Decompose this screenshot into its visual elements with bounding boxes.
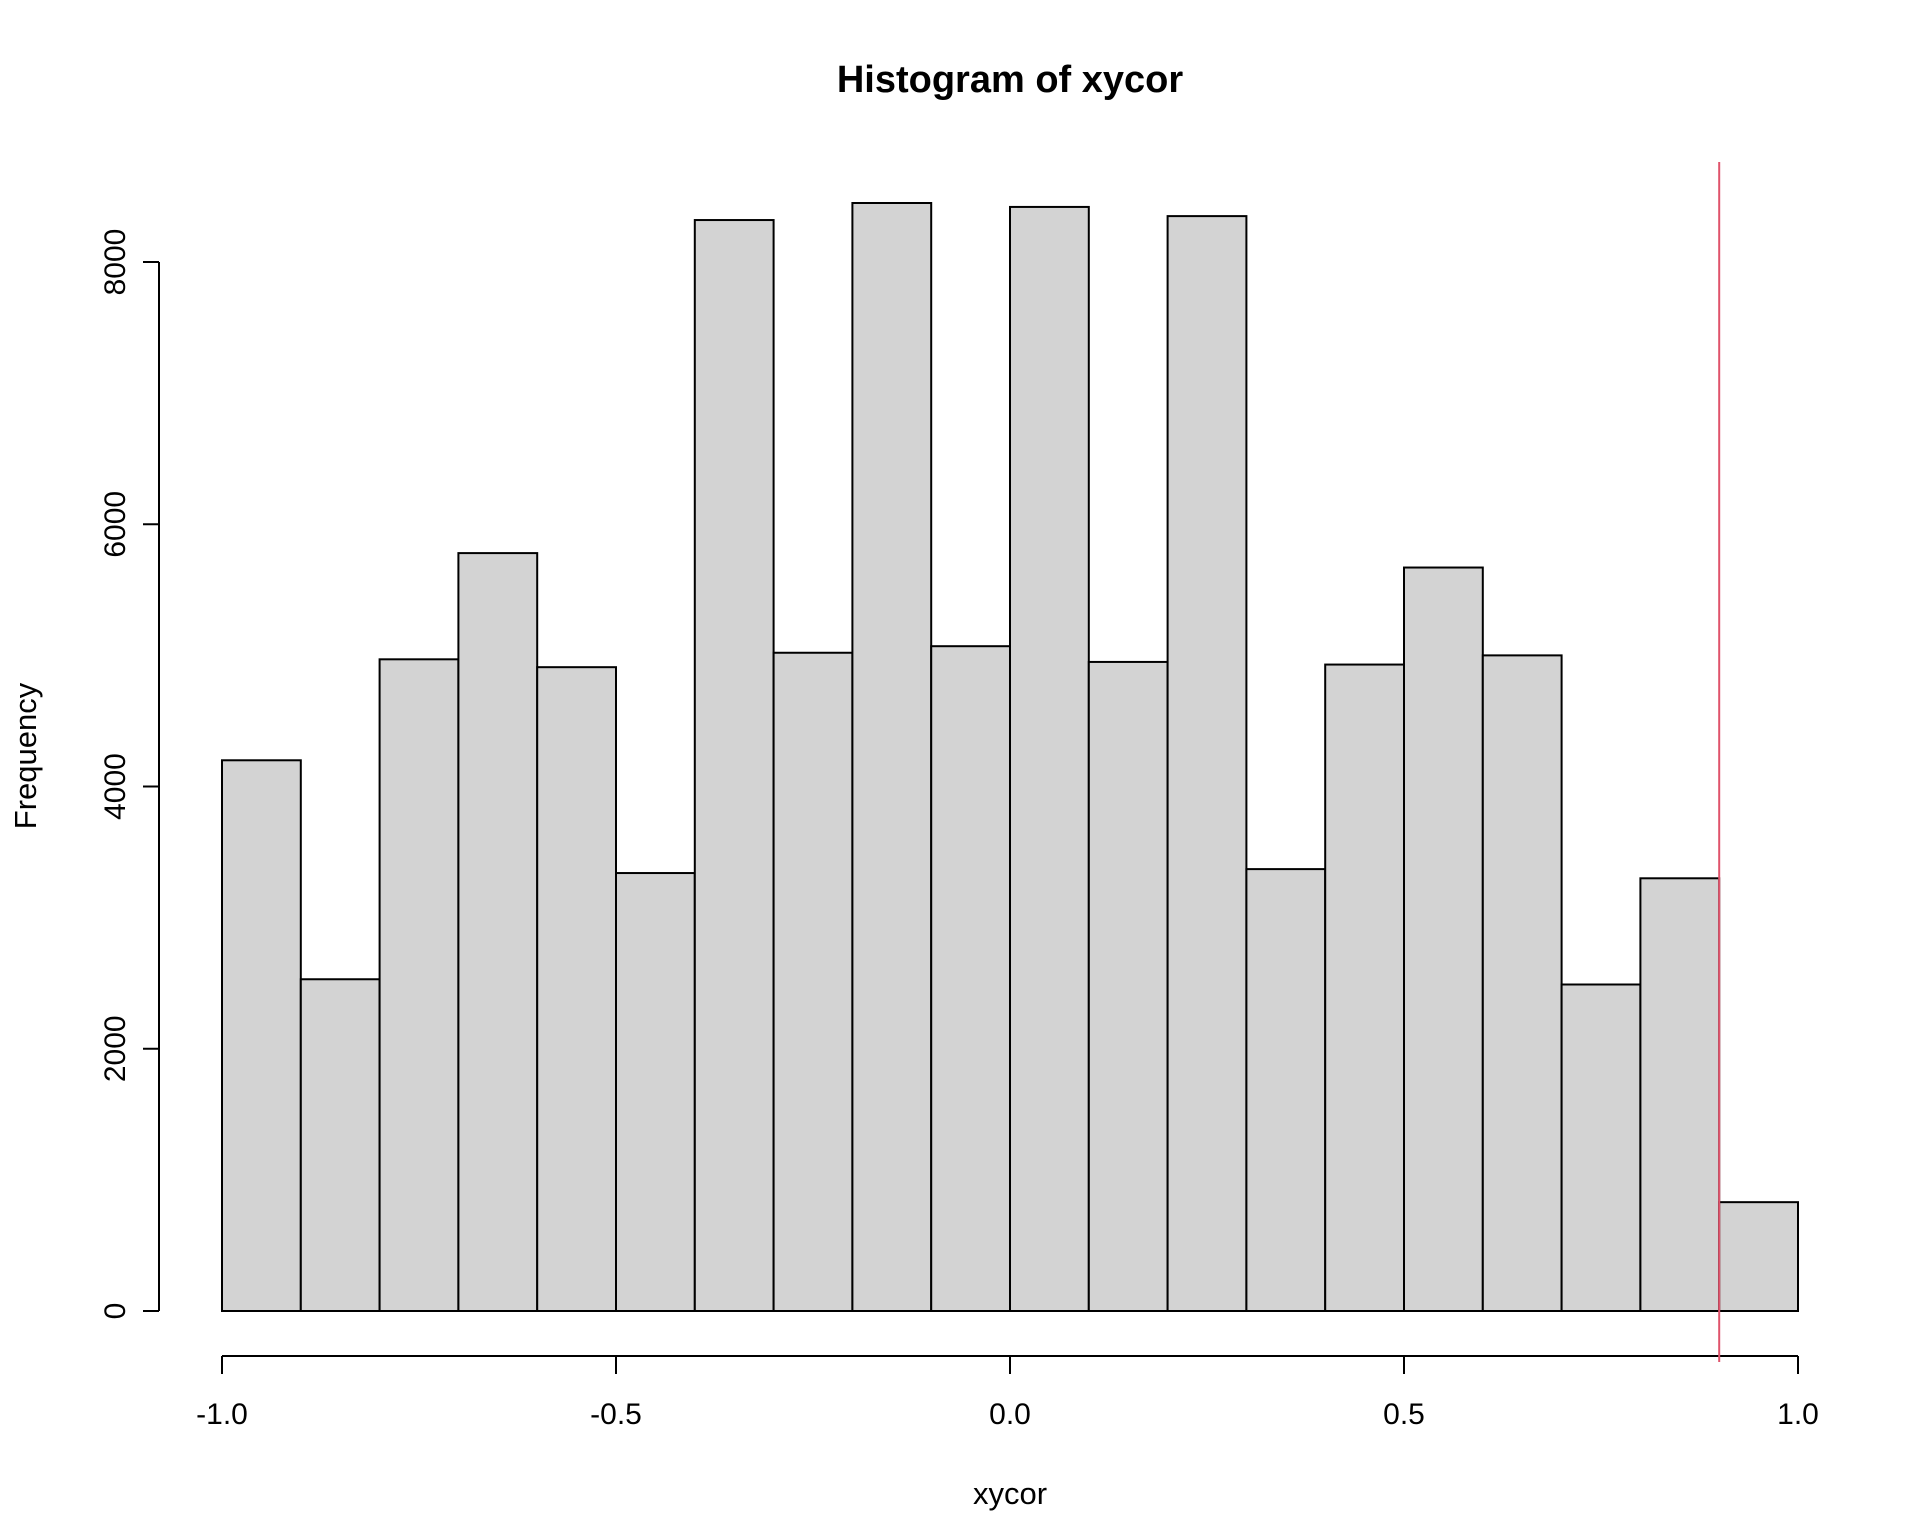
bars-group bbox=[221, 202, 1799, 1313]
histogram-bar bbox=[1718, 1201, 1799, 1313]
x-tick-label: -0.5 bbox=[590, 1398, 642, 1431]
histogram-bar bbox=[1087, 660, 1169, 1312]
y-axis: 0 2000 4000 6000 8000 bbox=[99, 229, 160, 1320]
histogram-bar bbox=[1639, 877, 1721, 1312]
y-tick-label: 6000 bbox=[99, 491, 132, 558]
histogram-bar bbox=[457, 552, 539, 1312]
histogram-bar bbox=[1166, 215, 1248, 1312]
histogram-bar bbox=[693, 219, 775, 1313]
histogram-bar bbox=[930, 645, 1012, 1312]
histogram-bar bbox=[1324, 663, 1405, 1312]
histogram-bar bbox=[536, 666, 618, 1312]
histogram-bar bbox=[1245, 868, 1327, 1313]
x-tick-label: 1.0 bbox=[1777, 1398, 1819, 1431]
y-tick-label: 2000 bbox=[99, 1015, 132, 1082]
histogram-bar bbox=[1481, 654, 1563, 1312]
histogram-bar bbox=[772, 651, 854, 1312]
histogram-bar bbox=[1009, 205, 1090, 1313]
histogram-bar bbox=[378, 658, 460, 1312]
x-tick-label: 0.0 bbox=[989, 1398, 1031, 1431]
y-axis-label: Frequency bbox=[8, 682, 43, 829]
histogram-bar bbox=[299, 978, 381, 1312]
x-axis-label: xycor bbox=[973, 1476, 1047, 1511]
x-tick-label: 0.5 bbox=[1383, 1398, 1425, 1431]
histogram-bar bbox=[1403, 566, 1484, 1312]
histogram-bar bbox=[221, 759, 302, 1312]
y-tick-label: 4000 bbox=[99, 753, 132, 820]
x-tick-label: -1.0 bbox=[196, 1398, 248, 1431]
histogram-bar bbox=[851, 202, 933, 1312]
histogram-bar bbox=[615, 872, 696, 1312]
y-tick-label: 8000 bbox=[99, 229, 132, 296]
histogram-bar bbox=[1560, 983, 1642, 1313]
y-tick-label: 0 bbox=[99, 1303, 132, 1320]
chart-title: Histogram of xycor bbox=[837, 59, 1184, 101]
x-axis: -1.0 -0.5 0.0 0.5 1.0 bbox=[196, 1355, 1819, 1431]
